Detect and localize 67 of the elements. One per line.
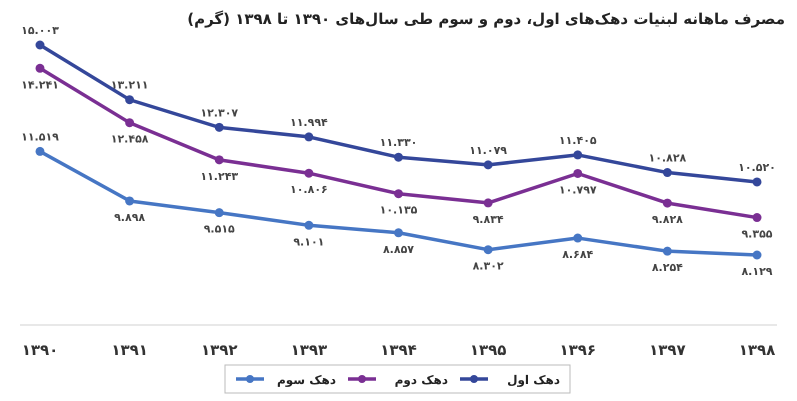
data-label: ۱۱.۹۹۴ xyxy=(290,116,328,129)
point xyxy=(752,213,762,222)
point xyxy=(662,246,672,256)
data-label: ۱۲.۳۰۷ xyxy=(200,106,238,120)
data-label: ۱۱.۰۷۹ xyxy=(469,144,508,157)
x-tick-label: ۱۳۹۰ xyxy=(22,341,58,359)
point xyxy=(125,118,134,128)
x-tick-label: ۱۳۹۲ xyxy=(200,341,238,359)
point xyxy=(752,177,762,186)
data-label: ۱۳.۲۱۱ xyxy=(110,78,148,92)
data-label: ۹.۸۳۴ xyxy=(472,212,504,226)
point xyxy=(394,228,403,238)
x-tick-label: ۱۳۹۶ xyxy=(559,341,596,359)
point xyxy=(36,146,44,156)
data-label: ۸.۲۵۴ xyxy=(652,261,684,274)
x-tick-label: ۱۳۹۱ xyxy=(111,341,148,359)
data-label: ۱۰.۸۲۸ xyxy=(648,152,687,165)
data-label: ۸.۱۲۹ xyxy=(741,265,773,278)
data-label: ۹.۸۲۸ xyxy=(652,213,684,226)
data-label: ۹.۸۹۸ xyxy=(114,210,146,224)
point xyxy=(36,40,44,50)
data-label: ۸.۳۰۲ xyxy=(472,260,504,273)
data-label: ۱۱.۴۰۵ xyxy=(558,134,597,147)
point xyxy=(573,150,582,160)
data-label: ۱۰.۵۲۰ xyxy=(738,160,776,174)
point xyxy=(304,132,314,142)
data-label: ۹.۵۱۵ xyxy=(204,222,236,236)
data-label: ۱۰.۸۰۶ xyxy=(290,183,328,196)
data-label: ۹.۱۰۱ xyxy=(293,235,324,248)
point xyxy=(573,168,582,178)
data-label: ۱۱.۵۱۹ xyxy=(21,130,60,144)
x-tick-label: ۱۳۹۷ xyxy=(649,341,686,359)
data-label: ۱۲.۴۵۸ xyxy=(110,132,149,146)
x-tick-label: ۱۳۹۴ xyxy=(380,341,417,359)
legend-label: دهک دوم xyxy=(394,373,448,387)
point xyxy=(662,198,672,208)
chart-title: مصرف ماهانه لبنیات دهک‌های اول، دوم و سوم طی سال‌های ۱۳۹۰ تا ۱۳۹۸ (گرم) xyxy=(187,10,785,28)
point xyxy=(484,198,493,208)
x-tick-label: ۱۳۹۵ xyxy=(470,341,506,359)
point xyxy=(125,196,134,206)
x-tick-label: ۱۳۹۸ xyxy=(738,341,776,359)
data-label: ۱۱.۳۳۰ xyxy=(380,136,418,150)
point xyxy=(36,64,44,73)
point xyxy=(573,234,582,243)
point xyxy=(214,122,224,132)
legend-label: دهک اول xyxy=(507,373,560,387)
data-label: ۱۱.۲۴۳ xyxy=(200,170,238,183)
data-label: ۹.۳۵۵ xyxy=(741,228,773,241)
data-label: ۸.۶۸۴ xyxy=(562,248,594,262)
legend-label: دهک سوم xyxy=(276,373,336,387)
point xyxy=(484,160,493,170)
point xyxy=(394,189,403,198)
point xyxy=(304,220,314,230)
data-label: ۱۰.۱۳۵ xyxy=(380,204,418,217)
data-label: ۱۰.۷۹۷ xyxy=(558,183,597,196)
point xyxy=(484,245,493,254)
point xyxy=(125,95,134,104)
point xyxy=(214,155,224,164)
point xyxy=(304,168,314,178)
point xyxy=(214,208,224,218)
point xyxy=(394,152,403,162)
data-label: ۸.۸۵۷ xyxy=(382,242,414,256)
x-tick-label: ۱۳۹۳ xyxy=(290,341,328,359)
point xyxy=(752,250,762,260)
data-label: ۱۵.۰۰۳ xyxy=(21,24,60,37)
point xyxy=(662,168,672,178)
data-label: ۱۴.۲۴۱ xyxy=(21,78,59,92)
